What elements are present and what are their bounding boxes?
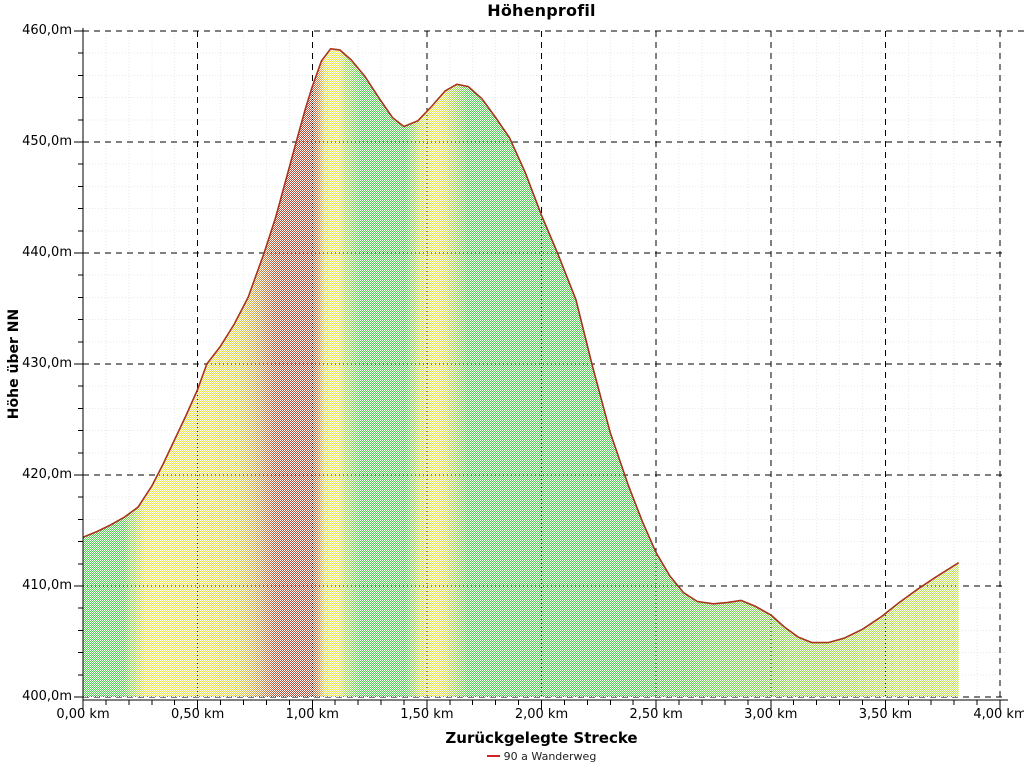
- y-tick-label: 430,0m: [22, 356, 72, 371]
- x-tick-label: 0,50 km: [170, 707, 225, 722]
- y-tick-label: 440,0m: [22, 245, 72, 260]
- legend-line-icon: [486, 755, 500, 757]
- y-tick-label: 460,0m: [22, 23, 72, 38]
- chart-title: Höhenprofil: [487, 1, 596, 20]
- x-tick-label: 2,00 km: [514, 707, 569, 722]
- x-tick-label: 3,50 km: [858, 707, 913, 722]
- x-tick-label: 1,00 km: [285, 707, 339, 722]
- x-tick-label: 3,00 km: [744, 707, 798, 722]
- x-axis-title: Zurückgelegte Strecke: [445, 729, 638, 747]
- y-tick-label: 450,0m: [22, 134, 72, 149]
- y-tick-label: 410,0m: [22, 578, 72, 593]
- x-tick-label: 1,50 km: [400, 707, 454, 722]
- x-tick-label: 0,00 km: [56, 707, 110, 722]
- legend: 90 a Wanderweg: [83, 750, 1000, 763]
- x-tick-label: 2,50 km: [629, 707, 683, 722]
- x-tick-label: 4,00 km: [973, 707, 1024, 722]
- legend-label: 90 a Wanderweg: [503, 750, 597, 763]
- y-tick-label: 420,0m: [22, 467, 72, 482]
- y-tick-label: 400,0m: [22, 689, 72, 704]
